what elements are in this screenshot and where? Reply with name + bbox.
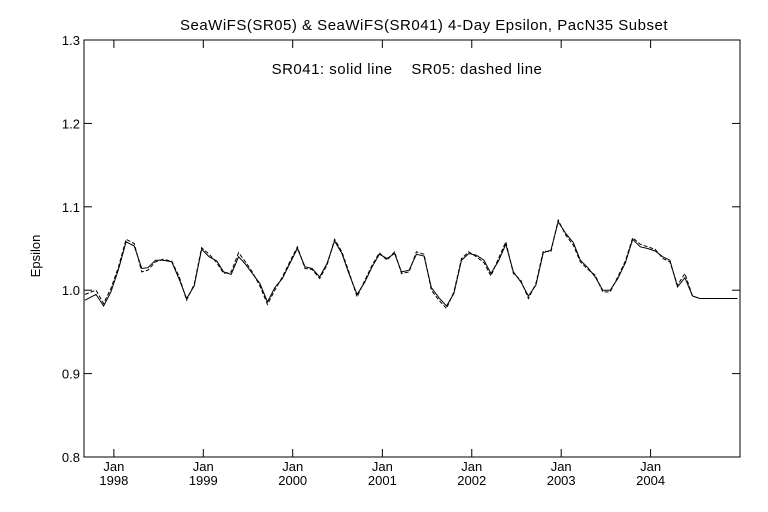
series-layer [84,218,738,310]
x-axis: Jan1998Jan1999Jan2000Jan2001Jan2002Jan20… [99,40,665,488]
x-tick-month-label: Jan [551,459,572,474]
y-tick-label: 0.9 [62,367,80,382]
y-tick-label: 1.1 [62,200,80,215]
y-tick-label: 1.2 [62,116,80,131]
x-tick-year-label: 2003 [547,473,576,488]
x-tick-year-label: 2001 [368,473,397,488]
chart-annotation: SR041: solid line SR05: dashed line [272,61,543,78]
series-line-sr041 [84,220,738,307]
x-tick-month-label: Jan [103,459,124,474]
series-line-sr05 [84,218,738,310]
y-tick-label: 0.8 [62,450,80,465]
x-tick-year-label: 1998 [99,473,128,488]
x-tick-month-label: Jan [282,459,303,474]
chart-title: SeaWiFS(SR05) & SeaWiFS(SR041) 4-Day Eps… [180,17,668,34]
x-tick-year-label: 2002 [457,473,486,488]
x-tick-month-label: Jan [640,459,661,474]
y-axis-label: Epsilon [28,235,43,278]
x-tick-year-label: 2000 [278,473,307,488]
x-tick-year-label: 1999 [189,473,218,488]
y-axis: 0.8 0.9 1.0 1.1 1.2 1.3 [62,33,740,465]
y-tick-label: 1.3 [62,33,80,48]
x-tick-month-label: Jan [372,459,393,474]
plot-frame [83,39,741,458]
x-tick-month-label: Jan [461,459,482,474]
y-tick-label: 1.0 [62,283,80,298]
x-tick-year-label: 2004 [636,473,665,488]
x-tick-month-label: Jan [193,459,214,474]
